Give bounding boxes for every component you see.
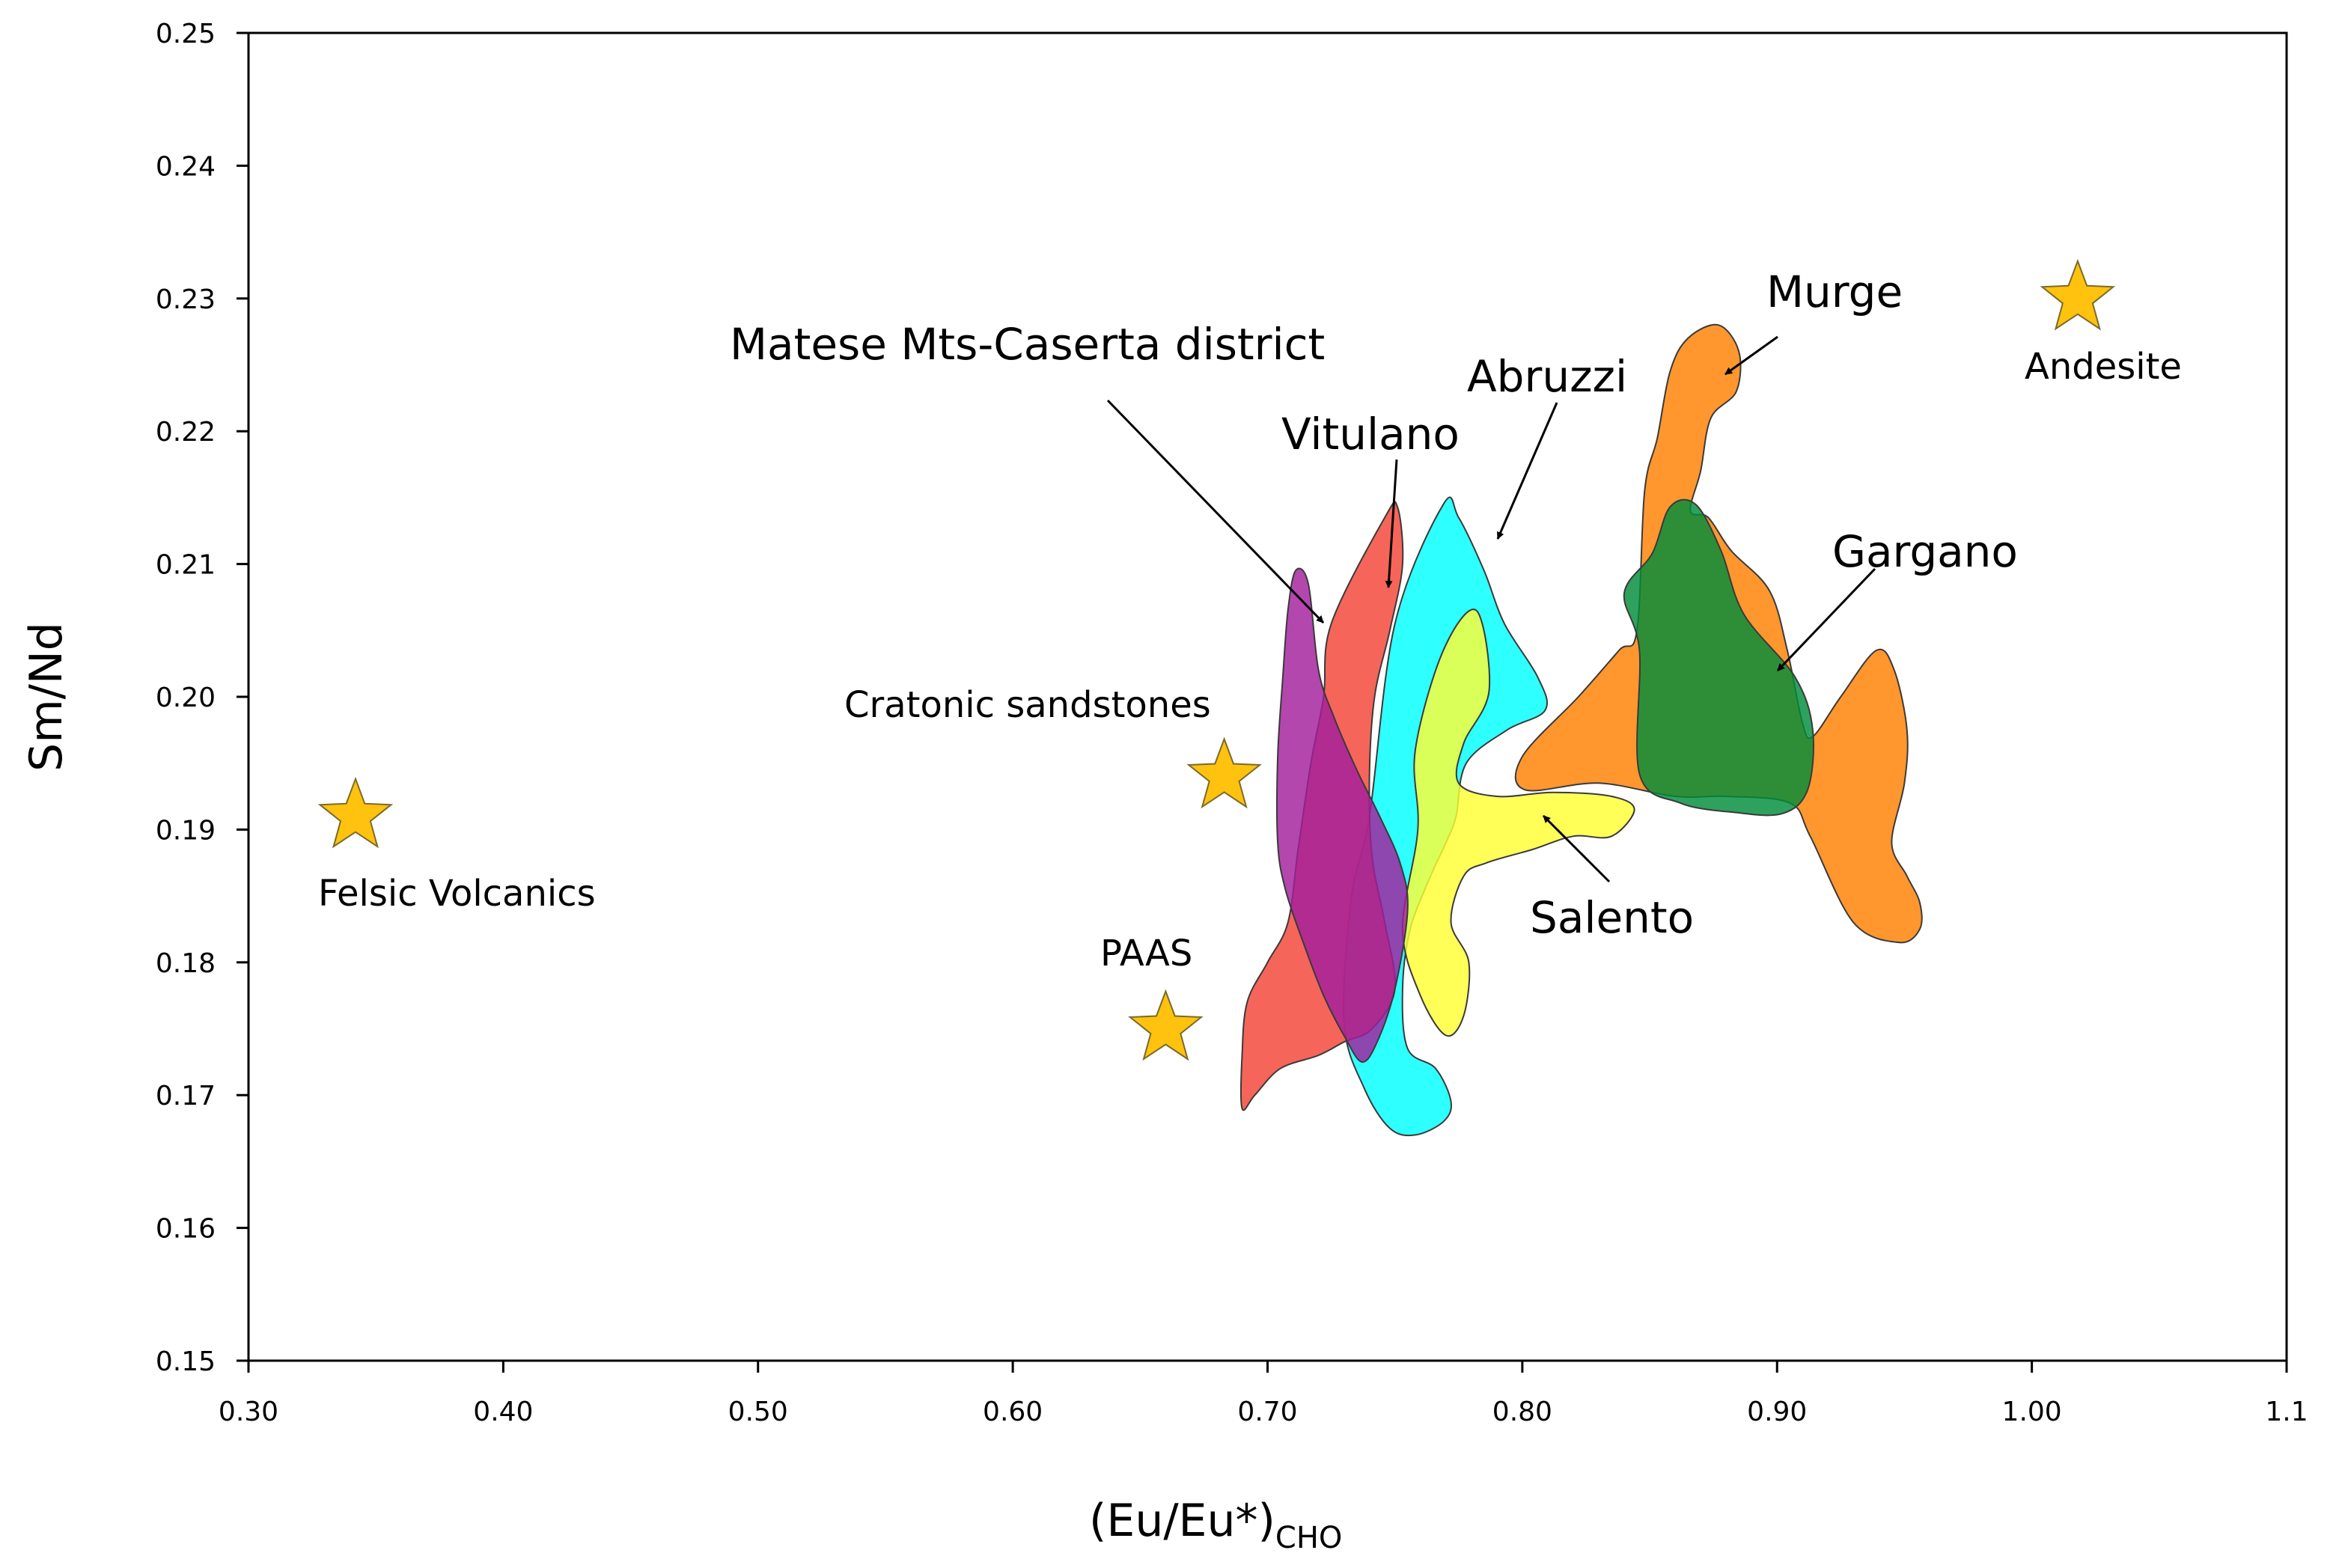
y-tick-label: 0.19 bbox=[156, 815, 216, 846]
x-tick-label: 0.70 bbox=[1237, 1397, 1297, 1427]
region-salento bbox=[1401, 608, 1635, 1037]
arrow-murge bbox=[1724, 335, 1778, 376]
y-axis-label: Sm/Nd bbox=[20, 622, 73, 772]
region-gargano bbox=[1623, 498, 1814, 817]
arrow-matese bbox=[1106, 399, 1325, 624]
y-axis: 0.15 0.16 0.17 0.18 0.19 0.20 0.21 0.22 0.23 0.24… bbox=[156, 19, 248, 1377]
arrow-gargano bbox=[1776, 567, 1876, 672]
y-tick-label: 0.23 bbox=[156, 284, 216, 315]
label-paas: PAAS bbox=[1100, 933, 1192, 974]
label-salento: Salento bbox=[1530, 892, 1694, 943]
y-tick-label: 0.25 bbox=[156, 19, 216, 49]
x-tick-label: 0.40 bbox=[473, 1397, 533, 1427]
label-andesite: Andesite bbox=[2025, 346, 2182, 388]
x-axis: 0.30 0.40 0.50 0.60 0.70 0.80 0.90 1.00 1.1 bbox=[219, 1361, 2308, 1427]
x-tick-label: 0.50 bbox=[728, 1397, 788, 1427]
regions-layer bbox=[1239, 323, 1923, 1137]
x-axis-label: (Eu/Eu*)CHO bbox=[1089, 1495, 1342, 1555]
x-tick-label: 0.80 bbox=[1492, 1397, 1552, 1427]
y-tick-label: 0.20 bbox=[156, 683, 216, 713]
label-murge: Murge bbox=[1766, 266, 1903, 317]
arrow-salento bbox=[1542, 814, 1611, 883]
label-cratonic-sandstones: Cratonic sandstones bbox=[844, 684, 1211, 726]
label-abruzzi: Abruzzi bbox=[1467, 351, 1627, 402]
x-tick-label: 0.60 bbox=[983, 1397, 1043, 1427]
star-paas bbox=[1128, 989, 1204, 1061]
y-tick-label: 0.24 bbox=[156, 151, 216, 182]
label-felsic-volcanics: Felsic Volcanics bbox=[318, 873, 596, 915]
arrow-vitulano bbox=[1385, 459, 1398, 588]
x-tick-label: 0.90 bbox=[1747, 1397, 1807, 1427]
y-tick-label: 0.16 bbox=[156, 1214, 216, 1245]
region-matese-mts-caserta-district bbox=[1276, 567, 1409, 1063]
arrow-abruzzi bbox=[1496, 402, 1558, 540]
annotation-arrows bbox=[1106, 335, 1876, 883]
star-andesite bbox=[2040, 258, 2116, 331]
y-tick-label: 0.15 bbox=[156, 1346, 216, 1377]
y-tick-label: 0.18 bbox=[156, 948, 216, 979]
y-tick-label: 0.17 bbox=[156, 1081, 216, 1111]
label-gargano: Gargano bbox=[1832, 526, 2018, 577]
y-tick-label: 0.21 bbox=[156, 550, 216, 581]
label-vitulano: Vitulano bbox=[1281, 409, 1460, 460]
x-tick-label: 1.00 bbox=[2002, 1397, 2062, 1427]
plot-area-frame bbox=[247, 31, 2288, 1362]
x-tick-label: 0.30 bbox=[219, 1397, 278, 1427]
star-cratonic-sandstones bbox=[1186, 736, 1262, 809]
star-felsic-volcanics bbox=[317, 776, 394, 849]
label-matese: Matese Mts-Caserta district bbox=[730, 319, 1325, 370]
y-tick-label: 0.22 bbox=[156, 417, 216, 448]
x-tick-label: 1.1 bbox=[2265, 1397, 2308, 1427]
reference-points-layer bbox=[317, 258, 2116, 1061]
